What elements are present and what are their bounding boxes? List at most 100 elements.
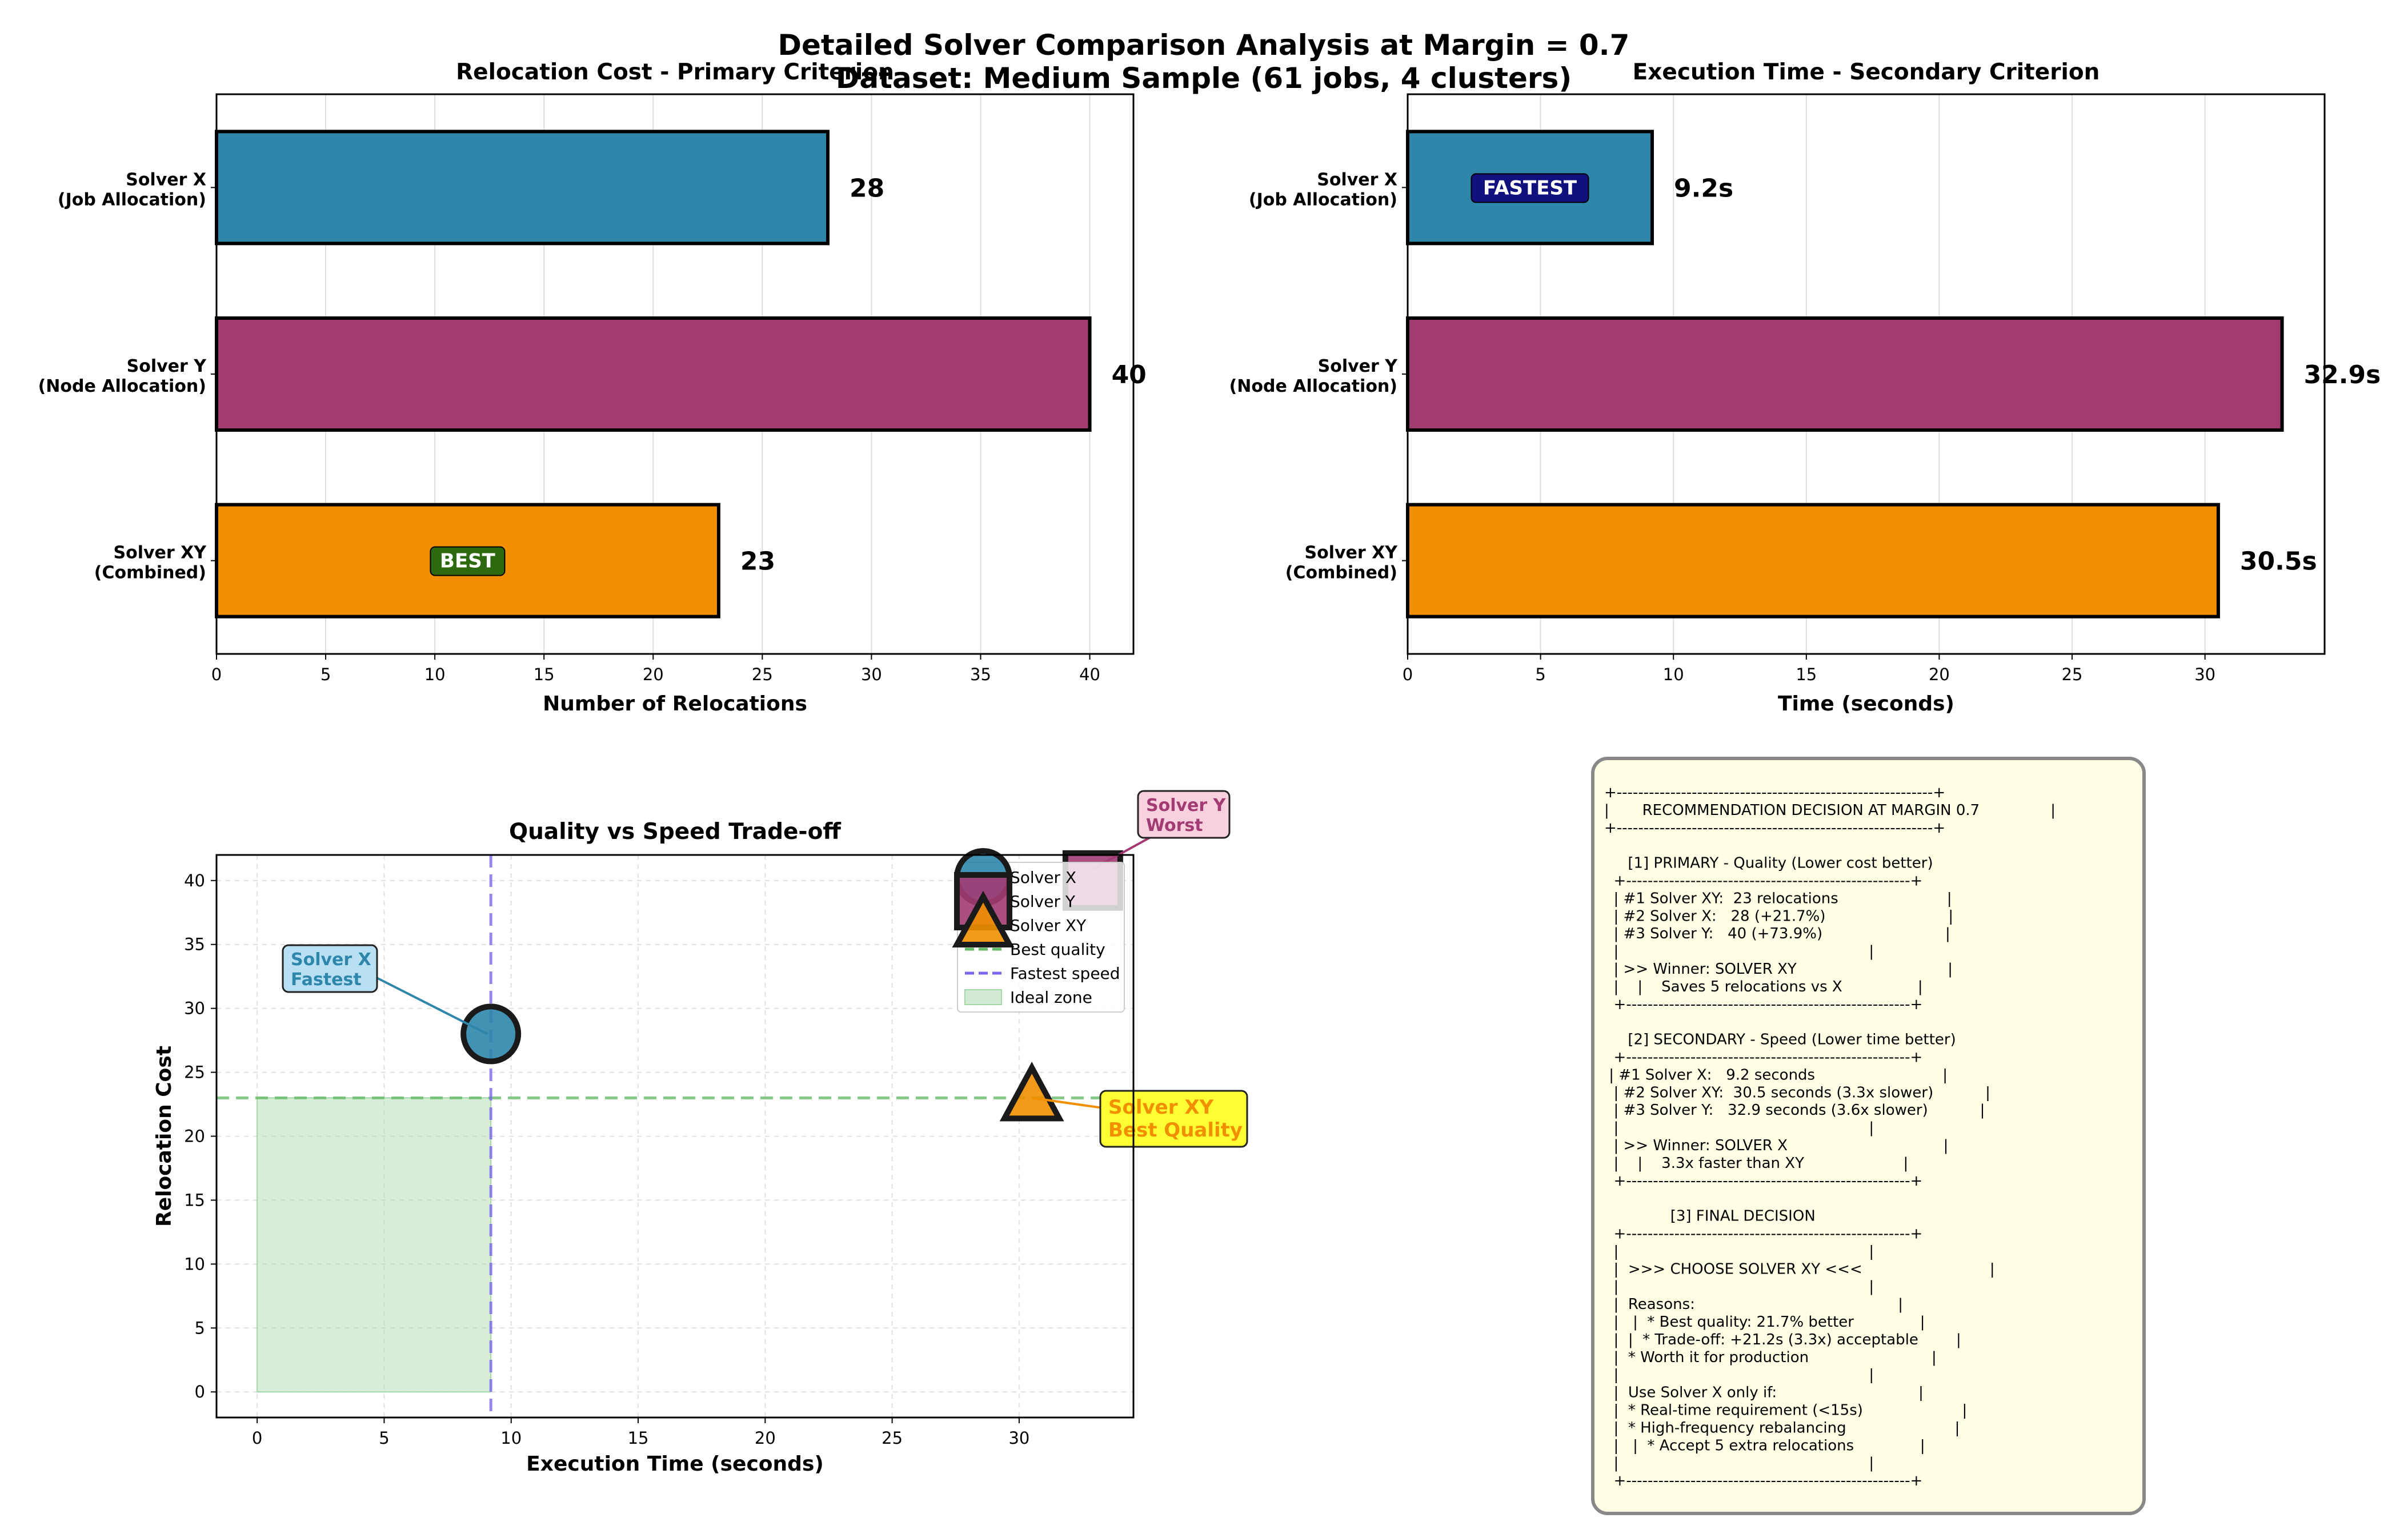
recommendation-line: +---------------------------------------…	[1604, 784, 1945, 801]
y-tick-label-solver-xy: Solver XY	[114, 543, 207, 563]
recommendation-line: [1] PRIMARY - Quality (Lower cost better…	[1604, 855, 1933, 872]
badge-label-best: BEST	[440, 550, 496, 573]
recommendation-line: | |	[1604, 1367, 1874, 1384]
recommendation-line: | #2 Solver XY: 30.5 seconds (3.3x slowe…	[1604, 1084, 1990, 1101]
recommendation-line: +---------------------------------------…	[1604, 1472, 1922, 1489]
value-label-solver-xy: 23	[740, 547, 775, 576]
y-tick-label: 35	[184, 935, 205, 954]
recommendation-line: | | * Best quality: 21.7% better |	[1604, 1314, 1925, 1331]
legend-ideal-zone-marker	[964, 989, 1002, 1005]
y-tick-sublabel-solver-x: (Job Allocation)	[1249, 190, 1397, 210]
x-tick-label: 20	[1929, 665, 1950, 684]
x-tick-label: 30	[1008, 1428, 1029, 1448]
y-tick-sublabel-solver-xy: (Combined)	[1285, 563, 1397, 583]
chart-title: Quality vs Speed Trade-off	[509, 819, 841, 845]
recommendation-line: | |	[1604, 1243, 1874, 1260]
x-tick-label: 20	[643, 665, 664, 684]
legend-fastest-speed-label: Fastest speed	[1010, 964, 1120, 983]
recommendation-line: | |	[1604, 1119, 1874, 1137]
recommendation-line: | >> Winner: SOLVER X |	[1604, 1137, 1948, 1154]
chart-title: Relocation Cost - Primary Criterion	[456, 59, 894, 85]
y-tick-label-solver-xy: Solver XY	[1305, 543, 1399, 563]
value-label-solver-x: 28	[850, 174, 884, 203]
x-tick-label: 25	[882, 1428, 903, 1448]
value-label-solver-xy: 30.5s	[2240, 547, 2317, 576]
y-tick-label: 5	[195, 1318, 205, 1338]
annotation-solver-y-box	[1137, 790, 1231, 839]
annotation-solver-x-title: Solver X	[291, 950, 371, 970]
annotation-solver-xy-subtitle: Best Quality	[1108, 1119, 1243, 1142]
y-axis-label: Relocation Cost	[153, 1046, 176, 1227]
recommendation-line: | #2 Solver X: 28 (+21.7%) |	[1604, 907, 1953, 925]
legend-solver-x-label: Solver X	[1010, 868, 1076, 887]
y-tick-label: 40	[184, 871, 205, 890]
recommendation-line: | #1 Solver XY: 23 relocations |	[1604, 890, 1952, 907]
y-tick-label: 20	[184, 1127, 205, 1146]
x-axis-label: Time (seconds)	[1778, 692, 1954, 716]
point-solver-xy	[999, 1062, 1064, 1122]
bar-solver-y	[215, 316, 1092, 432]
y-tick-label: 25	[184, 1063, 205, 1082]
execution-time-chart: 9.2s Solver X(Job Allocation) 32.9s Solver …	[1229, 59, 2381, 716]
y-tick-sublabel-solver-y: (Node Allocation)	[38, 376, 206, 396]
x-tick-label: 30	[2194, 665, 2215, 684]
x-tick-label: 35	[970, 665, 991, 684]
recommendation-line: | Use Solver X only if: |	[1604, 1384, 1924, 1402]
recommendation-line: | #3 Solver Y: 32.9 seconds (3.6x slower…	[1604, 1102, 1985, 1119]
point-solver-x	[460, 1003, 522, 1065]
recommendation-line: +---------------------------------------…	[1604, 820, 1945, 837]
recommendation-line: | * High-frequency rebalancing |	[1604, 1419, 1960, 1436]
y-tick-label-solver-x: Solver X	[1317, 170, 1397, 190]
y-tick-sublabel-solver-xy: (Combined)	[94, 563, 206, 583]
badge-fastest	[1471, 173, 1589, 203]
axes-frame	[1407, 93, 2326, 655]
badge-best	[430, 546, 506, 576]
recommendation-text: +---------------------------------------…	[1604, 784, 2056, 1489]
axes-frame	[215, 93, 1135, 655]
figure-suptitle: Detailed Solver Comparison Analysis at M…	[778, 29, 1630, 95]
recommendation-line: | #1 Solver X: 9.2 seconds |	[1604, 1066, 1948, 1083]
bar-solver-xy	[1406, 503, 2220, 619]
y-tick-sublabel-solver-x: (Job Allocation)	[58, 190, 206, 210]
chart-title: Execution Time - Secondary Criterion	[1633, 59, 2100, 85]
annotation-solver-xy-arrow	[1031, 1097, 1101, 1109]
x-tick-label: 5	[320, 665, 331, 684]
x-tick-label: 10	[500, 1428, 522, 1448]
x-tick-label: 25	[752, 665, 773, 684]
legend-solver-xy-label: Solver XY	[1010, 916, 1087, 935]
bar-solver-x	[215, 130, 830, 246]
recommendation-line: | | * Trade-off: +21.2s (3.3x) acceptabl…	[1604, 1331, 1961, 1348]
relocation-cost-chart: 28 Solver X(Job Allocation) 40 Solver Y(Nod…	[38, 59, 1147, 716]
legend-ideal-zone-label: Ideal zone	[1010, 988, 1092, 1007]
annotation-solver-x-subtitle: Fastest	[291, 970, 362, 990]
legend-solver-xy-marker	[952, 890, 1015, 947]
recommendation-panel: +---------------------------------------…	[1591, 757, 2146, 1515]
x-tick-label: 10	[1663, 665, 1684, 684]
x-tick-label: 25	[2062, 665, 2083, 684]
x-tick-label: 5	[1535, 665, 1545, 684]
y-tick-label: 10	[184, 1254, 205, 1274]
x-tick-label: 0	[211, 665, 222, 684]
x-tick-label: 5	[379, 1428, 389, 1448]
recommendation-line: +---------------------------------------…	[1604, 1172, 1922, 1190]
recommendation-line: | Reasons: |	[1604, 1296, 1903, 1313]
annotation-solver-xy-box	[1099, 1090, 1248, 1148]
recommendation-line: [3] FINAL DECISION	[1604, 1208, 1816, 1225]
y-tick-label: 30	[184, 999, 205, 1018]
x-tick-label: 20	[755, 1428, 776, 1448]
recommendation-line: +---------------------------------------…	[1604, 1049, 1922, 1066]
x-tick-label: 15	[1796, 665, 1817, 684]
recommendation-line: | | Saves 5 relocations vs X |	[1604, 978, 1923, 995]
y-tick-label: 0	[195, 1382, 205, 1402]
recommendation-line: +---------------------------------------…	[1604, 873, 1922, 890]
recommendation-line: | | 3.3x faster than XY |	[1604, 1155, 1908, 1172]
recommendation-line: | | * Accept 5 extra relocations |	[1604, 1437, 1925, 1454]
value-label-solver-y: 40	[1112, 360, 1147, 389]
x-tick-label: 0	[252, 1428, 262, 1448]
legend-best-quality-label: Best quality	[1010, 940, 1105, 959]
recommendation-line: | |	[1604, 1278, 1874, 1295]
recommendation-line: | |	[1604, 943, 1874, 960]
recommendation-line: | * Worth it for production |	[1604, 1349, 1937, 1366]
